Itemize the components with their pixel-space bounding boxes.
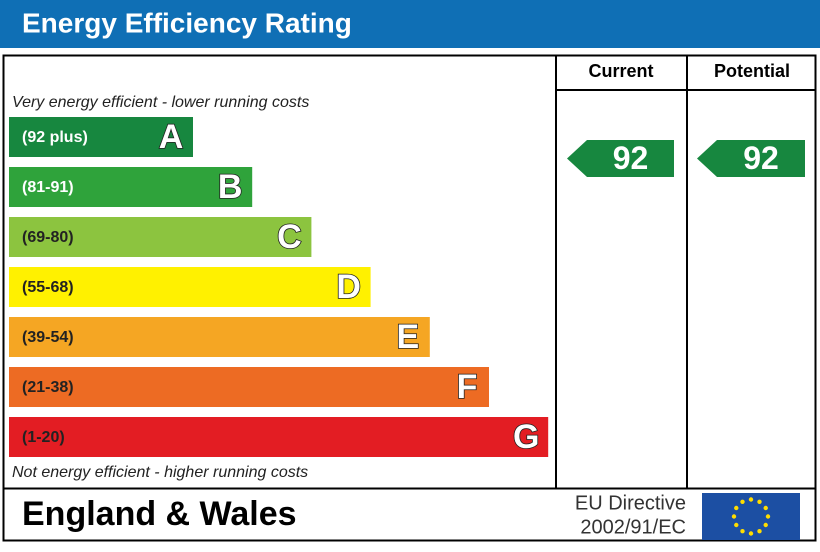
rating-value: 92 [613,140,649,176]
bottom-note: Not energy efficient - higher running co… [12,464,308,481]
band [9,217,312,257]
star [765,514,771,519]
band-range: (1-20) [22,429,65,446]
star [748,497,754,502]
band [9,117,193,157]
star [740,529,745,534]
rating-arrow [697,140,805,177]
band-range: (39-54) [22,329,74,346]
star [748,531,754,536]
band-letter: A [159,118,184,156]
star [734,505,739,511]
rating-arrow [567,140,674,177]
star [763,505,768,511]
band [9,417,549,457]
band-letter: E [396,318,419,356]
band-letter: F [457,368,478,406]
title-bar [0,0,820,48]
top-note: Very energy efficient - lower running co… [12,94,309,111]
band-letter: C [277,218,302,256]
eu-flag [702,493,800,540]
band-letter: G [513,418,539,456]
band [9,317,430,357]
star [757,499,762,504]
column-header: Potential [714,61,790,81]
band [9,367,489,407]
band [9,267,371,307]
band-range: (92 plus) [22,129,88,146]
star [734,522,739,528]
star [740,499,745,504]
band-letter: D [336,268,361,306]
band-range: (55-68) [22,279,74,296]
directive: EU Directive [575,492,686,514]
band-range: (69-80) [22,229,74,246]
column-header: Current [588,61,653,81]
star [763,522,768,528]
band-range: (81-91) [22,179,74,196]
region: England & Wales [22,495,297,533]
band-range: (21-38) [22,379,74,396]
band [9,167,253,207]
star [757,529,762,534]
title: Energy Efficiency Rating [22,7,352,38]
band-letter: B [218,168,243,206]
directive: 2002/91/EC [580,516,686,538]
rating-value: 92 [743,140,779,176]
star [731,514,737,519]
footer-frame [2,487,817,542]
